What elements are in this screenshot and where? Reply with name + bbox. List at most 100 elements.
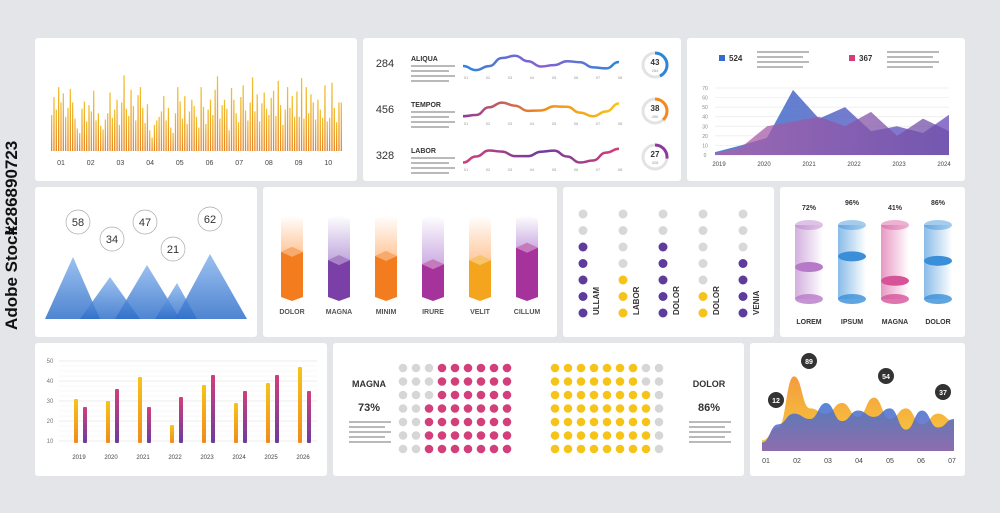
matrix-dot: [463, 363, 473, 373]
wave-tick: 05: [552, 167, 557, 172]
wave-tick: 01: [464, 75, 469, 80]
bar: [111, 117, 114, 151]
matrix-dot: [563, 404, 573, 413]
matrix-dot: [502, 417, 512, 427]
matrix-dot: [576, 404, 586, 413]
x-tick-label: 2020: [757, 162, 771, 168]
cylinder-label: MAGNA: [882, 319, 908, 326]
matrix-dot: [424, 417, 434, 427]
matrix-caption: [689, 441, 731, 443]
y-tick-label: 20: [47, 419, 54, 425]
panel-cylinders: 72% LOREM 96% IPSUM 41% MAGNA 86% DOLOR: [780, 187, 965, 337]
matrix-caption: [349, 436, 385, 438]
matrix-dot: [602, 377, 612, 386]
ring-value: 38: [651, 104, 660, 113]
matrix-caption: [689, 421, 731, 423]
matrix-dot: [398, 377, 408, 386]
bar: [263, 92, 265, 151]
matrix-dot: [450, 390, 460, 400]
bar: [254, 111, 256, 151]
panel-dot-matrix: MAGNA 73% DOLOR 86%: [333, 343, 744, 476]
matrix-dot: [615, 417, 625, 427]
bar: [307, 391, 311, 443]
bar: [303, 118, 305, 151]
matrix-title: DOLOR: [693, 379, 726, 389]
bar: [138, 377, 142, 443]
panel-wave-area: 12 89 54 37 01 02 03 04 05 06 07: [750, 343, 965, 476]
bar: [86, 121, 88, 151]
bar: [181, 118, 184, 151]
matrix-dot: [476, 390, 486, 400]
bar: [118, 124, 121, 151]
matrix-pct: 73%: [358, 402, 380, 414]
wave-tick: 07: [596, 75, 601, 80]
dot: [658, 292, 668, 301]
matrix-dot: [450, 404, 460, 413]
column-label: VENIA: [752, 290, 761, 315]
legend-value: 524: [729, 54, 743, 63]
x-tick-label: 07: [235, 160, 243, 167]
matrix-dot: [489, 431, 499, 440]
bar: [146, 104, 149, 151]
bar: [235, 113, 237, 151]
bar: [291, 96, 293, 151]
matrix-dot: [476, 363, 486, 373]
matrix-dot: [463, 444, 473, 454]
bar: [258, 121, 261, 151]
dot: [698, 292, 708, 301]
matrix-dot: [628, 390, 638, 400]
bar: [202, 385, 206, 443]
matrix-dot: [602, 363, 612, 373]
bar: [324, 85, 326, 151]
y-tick-label: 30: [47, 399, 54, 405]
bar: [137, 95, 139, 151]
x-tick-label: 06: [917, 458, 925, 465]
bar: [237, 122, 240, 151]
matrix-dot: [437, 404, 447, 413]
prism-cap: [422, 259, 444, 270]
wave-tick: 06: [574, 121, 579, 126]
matrix-dot: [489, 377, 499, 386]
prism-empty: [375, 215, 397, 256]
row-title: ALIQUA: [411, 56, 438, 63]
bar: [188, 111, 191, 151]
bar: [284, 109, 286, 151]
x-tick-label: 04: [146, 160, 154, 167]
column-label: ULLAM: [592, 287, 601, 315]
matrix-dot: [576, 417, 586, 427]
y-tick-label: 70: [702, 86, 708, 92]
y-tick-label: 40: [47, 379, 54, 385]
panel-dots: ULLAM LABOR DOLOR DOLOR VENIA: [563, 187, 774, 337]
x-tick-label: 07: [948, 458, 956, 465]
bubble-label: 21: [167, 244, 179, 256]
x-tick-label: 08: [265, 160, 273, 167]
bar: [83, 407, 87, 443]
legend-value: 367: [859, 54, 873, 63]
bar: [72, 102, 74, 151]
bar: [198, 127, 200, 151]
row-caption: [411, 80, 449, 82]
prism-empty: [281, 215, 303, 252]
dot: [578, 308, 588, 318]
bar: [149, 130, 151, 151]
row-title: LABOR: [411, 148, 436, 155]
area-series: [715, 111, 949, 155]
y-tick-label: 60: [702, 96, 708, 102]
matrix-dot: [398, 417, 408, 427]
dot: [658, 209, 668, 219]
bar: [270, 97, 272, 151]
dot: [738, 209, 748, 219]
x-tick-label: 2020: [104, 455, 118, 461]
matrix-dot: [502, 431, 512, 440]
progress-ring-arc: [641, 51, 669, 79]
bar: [333, 107, 335, 151]
bar: [331, 82, 333, 151]
matrix-dot: [502, 390, 512, 400]
wave-tick: 01: [464, 167, 469, 172]
matrix-dot: [589, 417, 599, 427]
matrix-dot: [615, 404, 625, 413]
matrix-dot: [641, 444, 651, 454]
cylinder-level: [881, 275, 909, 286]
legend-caption: [757, 56, 803, 58]
matrix-dot: [411, 390, 421, 400]
